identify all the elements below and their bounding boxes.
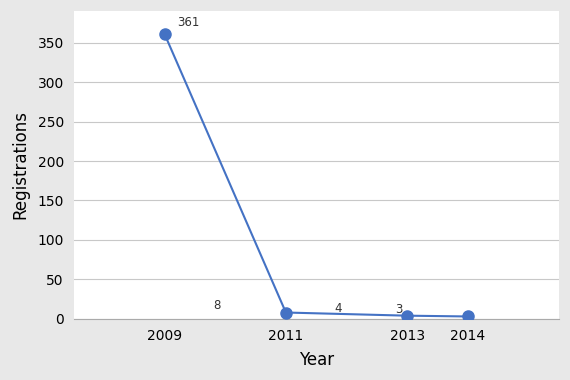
Text: 4: 4 [335,302,342,315]
Text: 3: 3 [395,302,402,315]
X-axis label: Year: Year [299,351,334,369]
Y-axis label: Registrations: Registrations [11,111,29,220]
Text: 361: 361 [177,16,199,29]
Text: 8: 8 [213,299,221,312]
